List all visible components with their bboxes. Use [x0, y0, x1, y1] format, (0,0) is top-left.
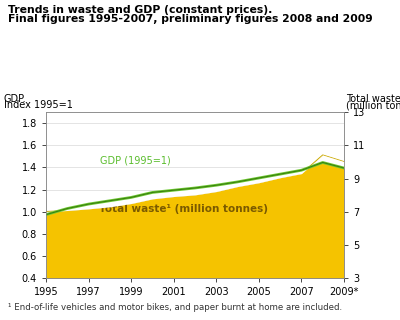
Text: ¹ End-of-life vehicles and motor bikes, and paper burnt at home are included.: ¹ End-of-life vehicles and motor bikes, …	[8, 303, 342, 312]
Text: Index 1995=1: Index 1995=1	[4, 100, 73, 110]
Text: (million tonnes): (million tonnes)	[346, 100, 400, 110]
Text: GDP.: GDP.	[4, 94, 27, 104]
Text: Total waste¹ (million tonnes): Total waste¹ (million tonnes)	[98, 204, 268, 213]
Text: GDP (1995=1): GDP (1995=1)	[100, 155, 171, 165]
Text: Trends in waste and GDP (constant prices).: Trends in waste and GDP (constant prices…	[8, 5, 272, 15]
Text: Final figures 1995-2007, preliminary figures 2008 and 2009: Final figures 1995-2007, preliminary fig…	[8, 14, 373, 24]
Text: Total waste.: Total waste.	[346, 94, 400, 104]
